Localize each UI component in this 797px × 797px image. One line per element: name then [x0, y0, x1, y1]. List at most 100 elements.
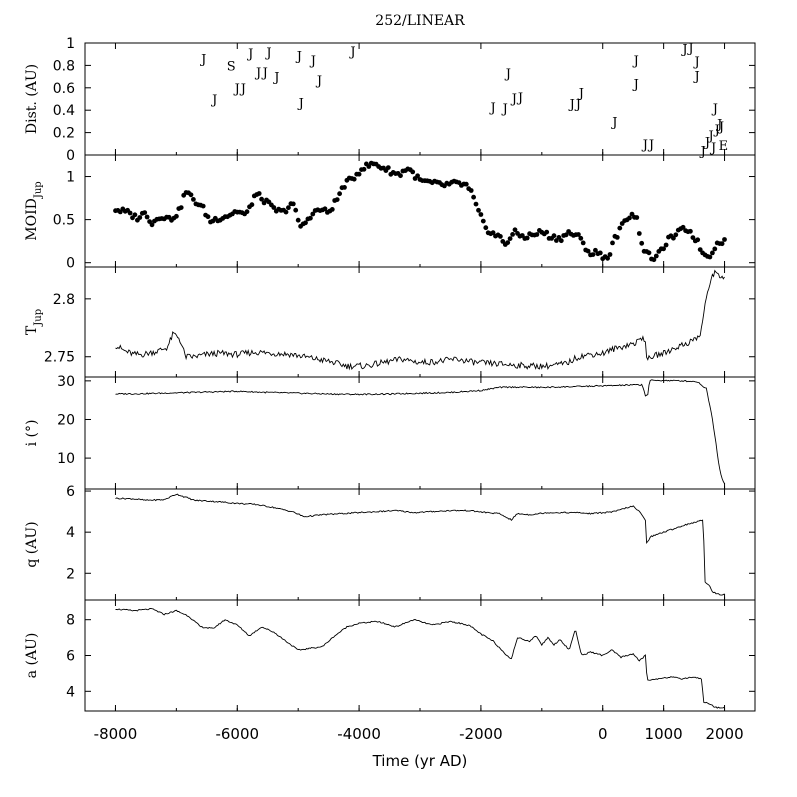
distance-marker-J: J — [632, 77, 639, 92]
distance-marker-J: J — [233, 82, 240, 97]
moid-point — [476, 207, 481, 213]
moid-point — [617, 225, 623, 231]
moid-point — [544, 229, 550, 235]
y-tick-label: 4 — [66, 525, 75, 541]
moid-point — [512, 227, 518, 233]
panel-frame — [84, 488, 756, 601]
moid-point — [149, 222, 155, 228]
y-tick-label: 0.5 — [53, 213, 75, 229]
moid-point — [200, 203, 206, 209]
panel-inclination: 10 20 30 i (°) — [24, 374, 756, 490]
inclination-series-line — [115, 379, 725, 484]
moid-point — [290, 201, 296, 207]
y-axis-label: a (AU) — [24, 633, 40, 679]
distance-marker-J: J — [709, 141, 716, 156]
distance-marker-J: J — [574, 97, 581, 112]
moid-point — [361, 166, 367, 172]
moid-point — [132, 212, 138, 218]
x-tick-label: 1000 — [645, 725, 683, 743]
y-tick-label: 2 — [66, 566, 75, 582]
y-tick-label: 20 — [57, 412, 75, 428]
moid-point — [505, 240, 511, 246]
moid-point — [580, 240, 586, 246]
panel-frame — [84, 42, 756, 156]
y-axis-label-main: q (AU) — [24, 521, 40, 567]
moid-point — [697, 247, 703, 253]
moid-point — [534, 232, 540, 237]
moid-point — [507, 236, 513, 242]
moid-point — [286, 205, 291, 211]
distance-marker-J: J — [577, 86, 584, 101]
moid-point — [329, 207, 335, 212]
moid-point — [610, 240, 615, 246]
distance-marker-J: J — [199, 53, 206, 68]
y-tick-label: 0.8 — [53, 58, 75, 74]
moid-point — [614, 235, 620, 240]
distance-marker-J: J — [246, 47, 253, 62]
y-axis-label: MOIDJup — [24, 181, 44, 240]
distance-marker-J: J — [641, 138, 648, 153]
y-axis-label-subscript: Jup — [33, 181, 44, 199]
moid-point — [385, 165, 391, 171]
moid-point — [710, 250, 715, 256]
y-tick-label: 6 — [66, 649, 75, 665]
moid-point — [137, 215, 143, 220]
y-axis-label: Dist. (AU) — [24, 64, 40, 134]
distance-marker-J: J — [680, 43, 687, 58]
panel-frame — [84, 154, 756, 268]
x-tick-label: -4000 — [337, 725, 381, 743]
distance-marker-J: J — [261, 66, 268, 81]
y-tick-label: 6 — [66, 484, 75, 500]
distance-marker-J: J — [707, 129, 714, 144]
x-axis-label: Time (yr AD) — [372, 752, 468, 770]
moid-point — [563, 232, 569, 238]
distance-marker-J: J — [610, 115, 617, 130]
panel-frame — [84, 376, 756, 490]
moid-point — [483, 225, 489, 231]
distance-marker-J: J — [717, 120, 724, 135]
moid-point — [636, 231, 642, 236]
panel-frame — [84, 599, 756, 712]
chart-title: 252/LINEAR — [375, 13, 465, 29]
moid-point — [556, 235, 562, 240]
distance-marker-J: J — [272, 71, 279, 86]
moid-point — [605, 255, 610, 261]
moid-point — [597, 250, 603, 256]
moid-point — [653, 253, 659, 259]
moid-point — [688, 228, 693, 234]
distance-marker-J: J — [693, 55, 700, 70]
moid-point — [351, 176, 357, 182]
y-axis-label-main: T — [24, 325, 40, 335]
moid-point — [671, 235, 676, 241]
moid-point — [712, 246, 718, 252]
moid-point — [663, 242, 669, 248]
moid-point — [463, 181, 469, 187]
x-tick-label: -8000 — [94, 725, 138, 743]
moid-point — [322, 206, 328, 212]
moid-point — [174, 213, 179, 219]
panel-perihelion: 2 4 6 q (AU) — [24, 484, 756, 601]
y-tick-label: 2.75 — [44, 350, 75, 366]
moid-point — [490, 230, 496, 236]
y-tick-label: 1 — [66, 36, 75, 52]
distance-marker-E: E — [719, 139, 729, 154]
y-axis-label-subscript: Jup — [33, 309, 44, 327]
moid-point — [293, 207, 299, 213]
distance-marker-J: J — [711, 102, 718, 117]
y-axis-label-main: Dist. (AU) — [24, 64, 40, 134]
distance-marker-J: J — [510, 92, 517, 107]
moid-point — [690, 235, 696, 241]
moid-point — [576, 232, 581, 237]
moid-point — [308, 215, 313, 221]
semimajor_axis-series-line — [115, 607, 725, 709]
y-tick-label: 2.8 — [53, 292, 75, 308]
distance-marker-J: J — [647, 138, 654, 153]
moid-point — [144, 214, 150, 220]
moid-point — [585, 248, 591, 254]
moid-point — [310, 211, 316, 217]
moid-point — [410, 169, 416, 175]
x-tick-label: 2000 — [705, 725, 743, 743]
tisserand-series-line — [115, 269, 725, 371]
moid-point — [142, 210, 148, 216]
moid-point — [337, 191, 342, 197]
